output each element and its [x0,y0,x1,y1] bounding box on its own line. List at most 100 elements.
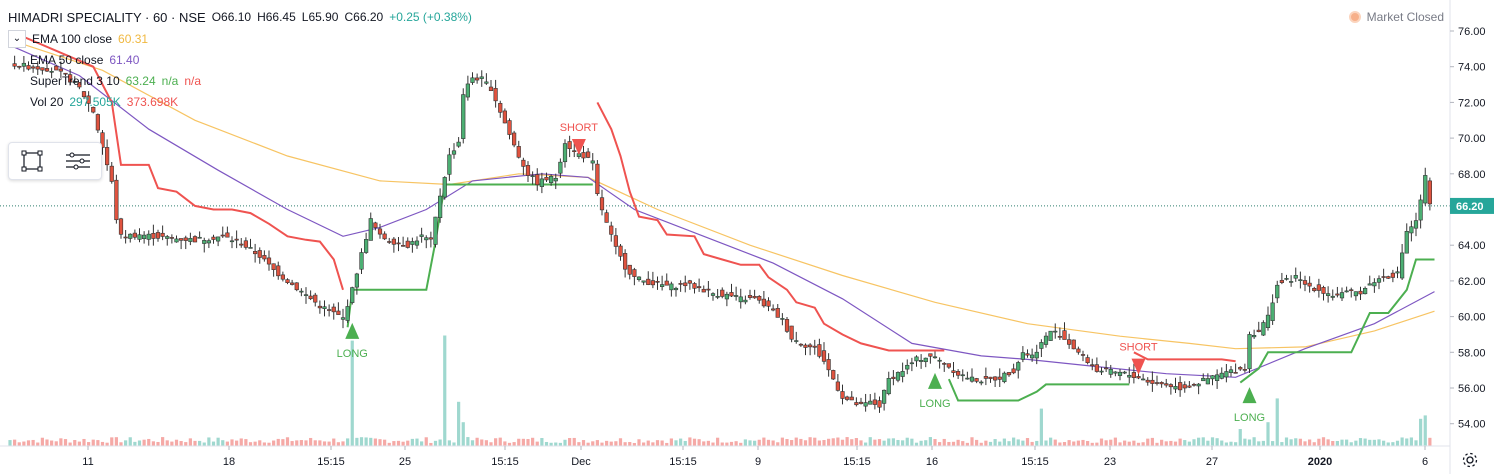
volume-bar [1294,438,1298,446]
volume-bar [1405,438,1409,446]
candle-body [673,287,679,291]
short-arrow-icon [571,139,586,156]
candle-body [1265,314,1271,328]
volume-bar [762,437,766,446]
indicator-ema50[interactable]: EMA 50 close 61.40 [8,49,472,70]
candle-body [1113,371,1118,374]
candle-body [720,289,725,297]
volume-bar [544,441,549,446]
candle-body [613,235,618,247]
candle-body [1150,379,1155,384]
candle-body [937,359,942,362]
symbol-title[interactable]: HIMADRI SPECIALITY · 60 · NSE [8,9,206,25]
indicator-supertrend[interactable]: SuperTrend 3 10 63.24 n/a n/a [8,70,472,91]
candle-body [877,400,882,408]
candle-body [465,83,470,98]
volume-bar [1298,438,1302,446]
volume-bar [1210,437,1215,446]
indicator-volume[interactable]: Vol 20 297.505K 373.698K [8,91,472,112]
volume-bar [586,442,590,446]
volume-bar [739,442,743,446]
candle-body [211,236,216,240]
volume-bar [988,441,993,446]
volume-bar [193,440,197,446]
candle-body [868,400,873,405]
volume-bar [40,437,44,446]
candle-body [697,286,702,289]
volume-bar [105,442,109,446]
candle-body [1020,352,1025,360]
price-tick-label: 72.00 [1458,97,1486,109]
candle-body [461,94,466,139]
candle-body [1173,386,1178,390]
time-tick-label: 16 [926,456,938,468]
candle-body [849,396,854,401]
candle-body [1168,384,1173,388]
volume-bar [609,441,613,446]
change-value: +0.25 (+0.38%) [389,10,472,24]
volume-bar [87,442,91,446]
candle-body [1275,284,1280,299]
volume-bar [170,441,174,446]
volume-bar [91,439,95,446]
indicator-ema100[interactable]: ⌄ EMA 100 close 60.31 [8,28,472,49]
volume-bar [540,438,544,446]
candle-body [1136,376,1141,379]
gear-icon[interactable] [1460,450,1480,470]
price-tick-label: 56.00 [1458,383,1486,395]
indicator-name: EMA 100 close [32,31,113,46]
candle-body [1062,330,1067,340]
volume-bar [346,438,350,446]
candle-body [1423,175,1428,204]
volume-bar [1419,418,1423,446]
candle-body [1330,295,1335,298]
volume-bar [1197,437,1201,446]
candle-body [512,132,517,146]
volume-bar [623,442,627,446]
volume-bar [651,442,655,446]
volume-bar [1261,440,1265,446]
candle-body [1228,369,1234,373]
candle-body [845,396,850,400]
volume-bar [59,438,63,446]
candle-body [183,237,188,241]
volume-bar [771,440,775,446]
time-tick-label: Dec [571,456,591,468]
candle-body [1312,288,1317,292]
volume-bar [887,438,891,446]
candle-body [766,300,771,307]
candle-body [1326,293,1331,296]
chevron-down-icon[interactable]: ⌄ [8,29,26,48]
candle-body [1386,276,1391,279]
candle-body [821,350,827,362]
candle-body [331,306,336,313]
volume-bar [1150,437,1154,446]
volume-bar [979,442,983,446]
object-tree-button[interactable] [62,147,94,175]
volume-bar [1086,441,1090,446]
volume-bar [1058,442,1062,446]
long-arrow-icon [345,322,360,339]
rectangle-tool-button[interactable] [16,147,48,175]
candle-body [160,232,165,237]
candle-body [808,344,813,348]
volume-bar [637,439,641,446]
volume-bar [1021,440,1025,446]
volume-bar [1224,442,1228,446]
candle-body [798,343,803,346]
volume-bar [179,441,183,446]
volume-bar [248,442,253,446]
price-tick-label: 68.00 [1458,169,1486,181]
volume-bar [31,439,35,446]
market-status[interactable]: Market Closed [1348,10,1444,24]
candle-body [1302,280,1308,285]
candle-body [414,240,420,246]
volume-bar [961,441,965,446]
candle-body [831,370,836,380]
candle-body [35,66,40,70]
candle-body [401,245,406,247]
signals: LONG SHORT LONG SHORT LONG [337,122,1265,424]
volume-bar [211,441,216,446]
volume-bar [383,439,387,446]
